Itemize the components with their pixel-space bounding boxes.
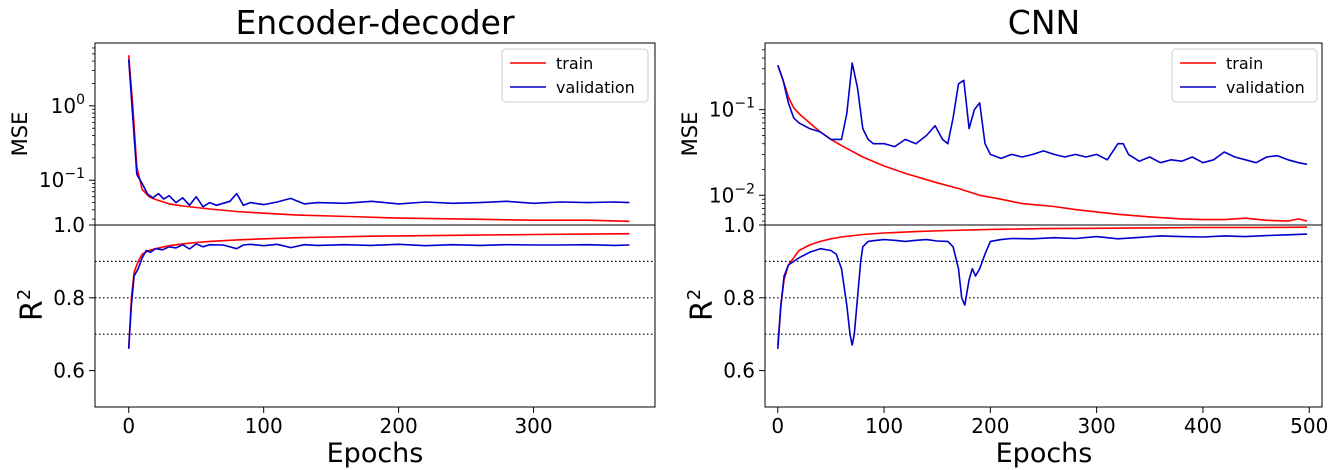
- r2-y-ticks: 1.0 0.8 0.6: [53, 213, 95, 383]
- chart-title: Encoder-decoder: [235, 3, 515, 42]
- r2-y-tick-label: 0.6: [723, 359, 755, 383]
- x-tick-label: 300: [1078, 414, 1116, 438]
- r2-y-tick-label: 0.6: [53, 359, 85, 383]
- x-tick-label: 200: [971, 414, 1009, 438]
- r2-reference-lines: [95, 260, 655, 335]
- x-tick-label: 0: [771, 414, 784, 438]
- mse-y-tick-label: 100: [51, 92, 85, 118]
- legend: train validation: [1171, 48, 1318, 103]
- mse-y-tick-label: 10−2: [709, 181, 755, 207]
- legend: train validation: [501, 48, 649, 103]
- r2-axis-label-sup: 2: [684, 289, 705, 300]
- x-ticks: 0 100 200 300 400 500: [771, 407, 1328, 438]
- mse-y-ticks: 100 10−1: [39, 47, 95, 220]
- mse-axis-label: MSE: [8, 112, 32, 157]
- legend-label-validation: validation: [1226, 78, 1305, 97]
- legend-label-train: train: [556, 54, 593, 73]
- mse-y-tick-label: 10−1: [39, 166, 85, 192]
- r2-axis-label-base: R: [685, 300, 720, 321]
- mse-y-tick-label: 10−1: [709, 96, 755, 122]
- legend-label-train: train: [1226, 54, 1263, 73]
- x-axis-label: Epochs: [327, 438, 424, 469]
- chart-encoder-decoder: Encoder-decoder 0 100 200 300 100 10−1 1.0 0.…: [8, 3, 656, 469]
- r2-series-group: [127, 232, 630, 349]
- mse-line-train: [127, 55, 630, 223]
- r2-line-train: [777, 226, 1308, 346]
- r2-axis-label-sup: 2: [14, 289, 35, 300]
- r2-axis-label: R2: [14, 289, 50, 321]
- mse-series-group: [127, 55, 630, 223]
- r2-panel-frame: [94, 224, 656, 408]
- r2-y-tick-label: 0.8: [723, 286, 755, 310]
- x-tick-label: 0: [122, 414, 135, 438]
- r2-y-tick-label: 1.0: [53, 213, 85, 237]
- r2-y-tick-label: 0.8: [53, 286, 85, 310]
- legend-label-validation: validation: [556, 78, 635, 97]
- r2-line-validation: [127, 243, 630, 349]
- mse-line-validation: [127, 59, 630, 208]
- mse-line-validation: [777, 62, 1308, 166]
- mse-line-train: [777, 64, 1308, 222]
- r2-panel-frame: [764, 224, 1323, 408]
- r2-line-validation: [777, 233, 1308, 349]
- r2-y-tick-label: 1.0: [723, 213, 755, 237]
- x-ticks: 0 100 200 300: [122, 407, 553, 438]
- x-tick-label: 500: [1290, 414, 1328, 438]
- r2-series-group: [777, 226, 1308, 349]
- chart-cnn: CNN 0 100 200 300 400 500 10−110−2 1.00.80.6 …: [678, 3, 1328, 469]
- r2-axis-label: R2: [684, 289, 720, 321]
- mse-axis-label: MSE: [678, 112, 702, 157]
- r2-axis-label-base: R: [15, 300, 50, 321]
- x-axis-label: Epochs: [996, 438, 1093, 469]
- r2-line-train: [127, 232, 630, 349]
- x-tick-label: 200: [380, 414, 418, 438]
- mse-y-ticks: 10−1 10−2: [709, 49, 765, 222]
- x-tick-label: 100: [865, 414, 903, 438]
- x-tick-label: 300: [514, 414, 552, 438]
- chart-title: CNN: [1008, 3, 1080, 42]
- x-tick-label: 400: [1184, 414, 1222, 438]
- r2-y-ticks: 1.0 0.8 0.6: [723, 213, 765, 383]
- mse-series-group: [777, 62, 1308, 222]
- x-tick-label: 100: [245, 414, 283, 438]
